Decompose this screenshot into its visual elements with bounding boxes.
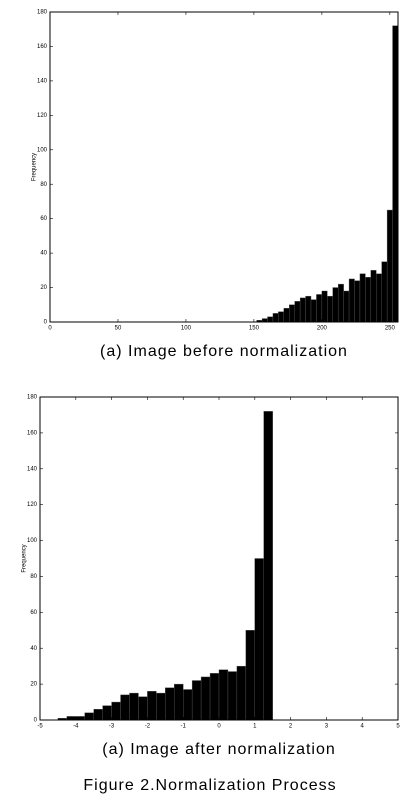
y-tick-label: 60 [30, 610, 37, 616]
bar [278, 311, 285, 323]
x-tick-label: 0 [48, 326, 52, 332]
bar [66, 716, 76, 721]
x-tick-label: 3 [325, 724, 329, 730]
bar [254, 558, 264, 721]
y-tick-label: 120 [37, 113, 48, 119]
x-tick-label: 100 [181, 326, 192, 332]
bar [294, 301, 301, 323]
y-tick-label: 0 [34, 718, 38, 724]
bar [343, 290, 350, 323]
y-tick-label: 100 [37, 147, 48, 153]
bar [365, 277, 372, 323]
bar [200, 676, 211, 721]
y-axis-label: Frequency [32, 153, 38, 181]
y-tick-label: 180 [37, 10, 48, 16]
x-tick-label: 250 [385, 326, 396, 332]
bar [370, 270, 377, 323]
bar [227, 671, 238, 721]
x-tick-label: -4 [73, 724, 79, 730]
bar [263, 411, 273, 721]
x-tick-label: 200 [317, 326, 328, 332]
bar [138, 696, 148, 721]
bar [111, 701, 121, 721]
y-tick-label: 40 [40, 251, 47, 257]
x-tick-label: -2 [145, 724, 151, 730]
bar [236, 665, 247, 721]
bar [245, 630, 256, 721]
y-tick-label: 80 [30, 574, 37, 580]
bar [354, 280, 361, 323]
bar [93, 709, 103, 721]
bar [272, 313, 279, 323]
bar [299, 297, 306, 323]
plot-frame [49, 11, 399, 323]
bar [316, 294, 323, 323]
bar [218, 669, 229, 721]
bar [129, 692, 139, 721]
y-tick-label: 80 [40, 182, 47, 188]
y-tick-label: 100 [27, 538, 38, 544]
x-tick-label: -3 [109, 724, 115, 730]
bar [305, 295, 312, 323]
y-tick-label: 60 [40, 216, 47, 222]
bar [327, 295, 333, 323]
x-tick-label: 1 [253, 724, 257, 730]
y-tick-label: 20 [40, 285, 47, 291]
bar [348, 278, 355, 323]
bar [321, 290, 328, 323]
bar [191, 680, 202, 721]
y-tick-label: 20 [30, 682, 37, 688]
x-tick-label: 2 [289, 724, 293, 730]
y-tick-label: 160 [37, 44, 48, 50]
x-tick-label: -5 [37, 724, 43, 730]
bar [261, 318, 268, 323]
x-tick-label: 150 [249, 326, 260, 332]
x-tick-label: -1 [181, 724, 187, 730]
figure-caption: Figure 2.Normalization Process [83, 777, 336, 794]
bar [182, 689, 193, 721]
x-tick-label: 4 [361, 724, 365, 730]
bar [156, 692, 166, 721]
y-tick-label: 140 [37, 78, 48, 84]
bar [310, 299, 317, 323]
bar [376, 273, 382, 323]
y-tick-label: 140 [27, 466, 38, 472]
bar [174, 683, 184, 721]
bar [332, 287, 339, 323]
y-tick-label: 160 [27, 430, 38, 436]
y-tick-label: 180 [27, 395, 38, 401]
bar [381, 261, 388, 323]
bar [392, 25, 399, 323]
bar [75, 716, 85, 721]
chart-caption: (a) Image after normalization [102, 741, 336, 758]
y-tick-label: 120 [27, 502, 38, 508]
bar [120, 694, 130, 721]
x-tick-label: 0 [217, 724, 221, 730]
bar [359, 273, 366, 323]
bar [283, 308, 290, 323]
bar [386, 209, 393, 323]
bar [84, 712, 94, 721]
chart-caption: (a) Image before normalization [100, 343, 348, 360]
bar [147, 691, 157, 721]
bar [337, 283, 344, 323]
bar [165, 687, 175, 721]
bar [289, 304, 295, 323]
bar [102, 705, 112, 721]
bar [267, 316, 274, 323]
y-tick-label: 0 [44, 320, 48, 326]
y-axis-label: Frequency [22, 544, 28, 572]
bar [209, 673, 220, 721]
y-tick-label: 40 [30, 646, 37, 652]
x-tick-label: 5 [396, 724, 400, 730]
x-tick-label: 50 [115, 326, 122, 332]
